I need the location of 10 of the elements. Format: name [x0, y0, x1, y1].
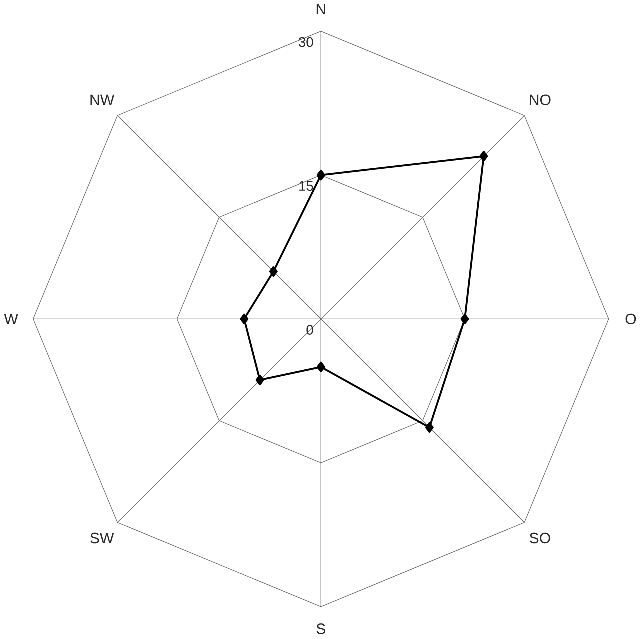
spoke-label: S [316, 624, 326, 635]
spoke-label: N [316, 4, 326, 15]
y-tick-label: 30 [299, 38, 314, 48]
spoke-label: NW [90, 95, 115, 106]
spoke-label: SW [90, 533, 114, 544]
spoke-label: NO [530, 95, 551, 106]
spoke-label: O [626, 314, 636, 325]
spoke-label: W [4, 314, 18, 325]
spoke-label: SO [530, 533, 550, 544]
y-tick-label: 15 [300, 182, 314, 192]
